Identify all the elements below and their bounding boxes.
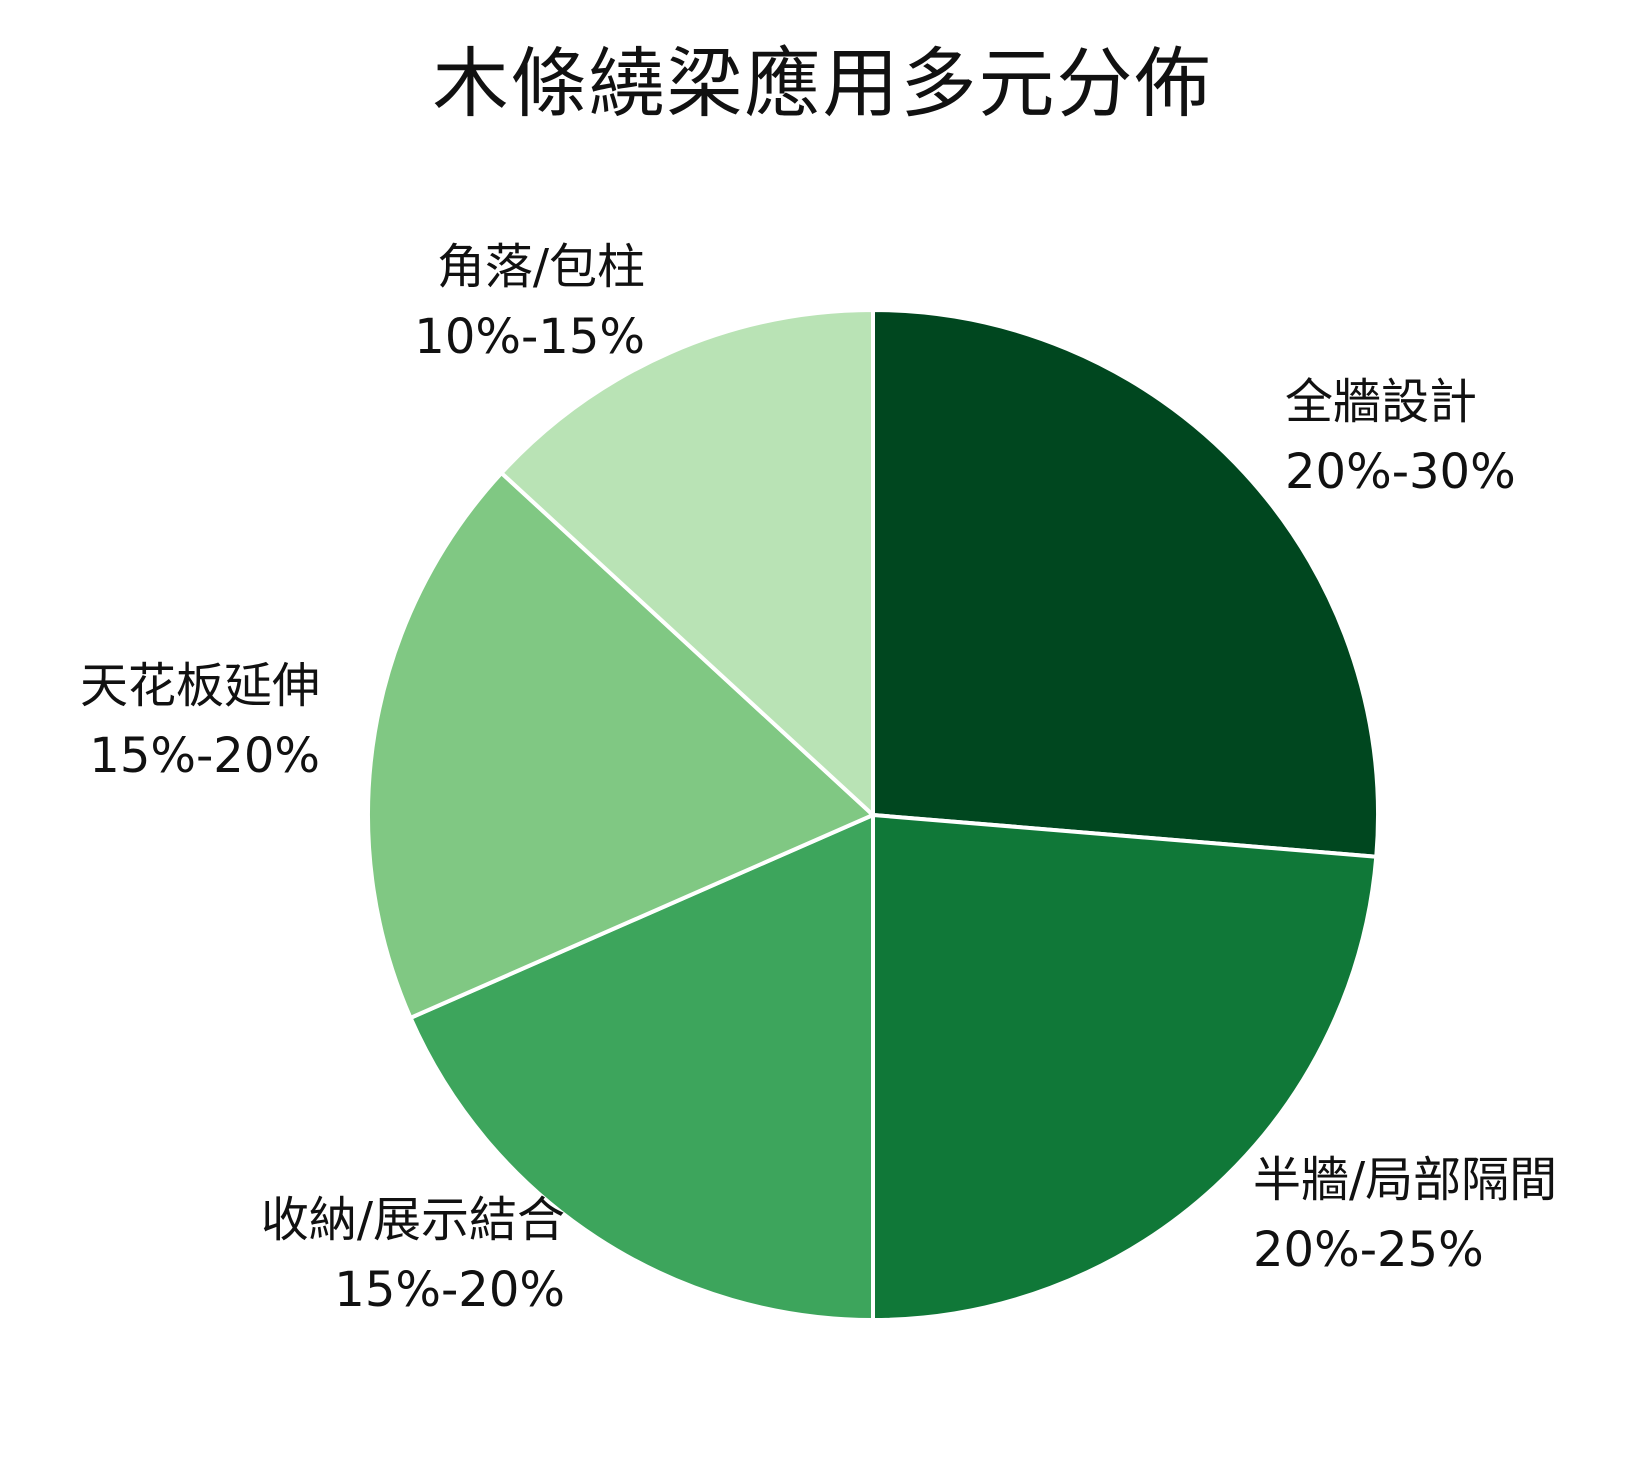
slice-label-range-5: 10%-15% [414,309,645,365]
slice-label-range-3: 15%-20% [334,1262,565,1318]
pie-slice-1 [871,308,1380,859]
pie-labels: 全牆設計 20%-30% 半牆/局部隔間 20%-25% 收納/展示結合 15%-20% 天… [80,239,1557,1318]
slice-label-name-2: 半牆/局部隔間 [1253,1152,1557,1208]
chart-title: 木條繞梁應用多元分佈 [432,39,1213,128]
pie-slice-3 [408,813,875,1322]
pie-slice-4 [366,470,875,1020]
pie-slice-5 [499,308,875,817]
slice-label-name-1: 全牆設計 [1285,374,1477,430]
slice-label-range-2: 20%-25% [1253,1222,1484,1278]
pie-slice-2 [871,813,1379,1322]
slice-label-range-1: 20%-30% [1285,444,1516,500]
slice-label-name-3: 收納/展示結合 [261,1192,565,1248]
slice-label-name-4: 天花板延伸 [80,658,320,714]
slice-label-range-4: 15%-20% [89,728,320,784]
slice-label-name-5: 角落/包柱 [437,239,645,295]
pie-slices [366,308,1380,1322]
